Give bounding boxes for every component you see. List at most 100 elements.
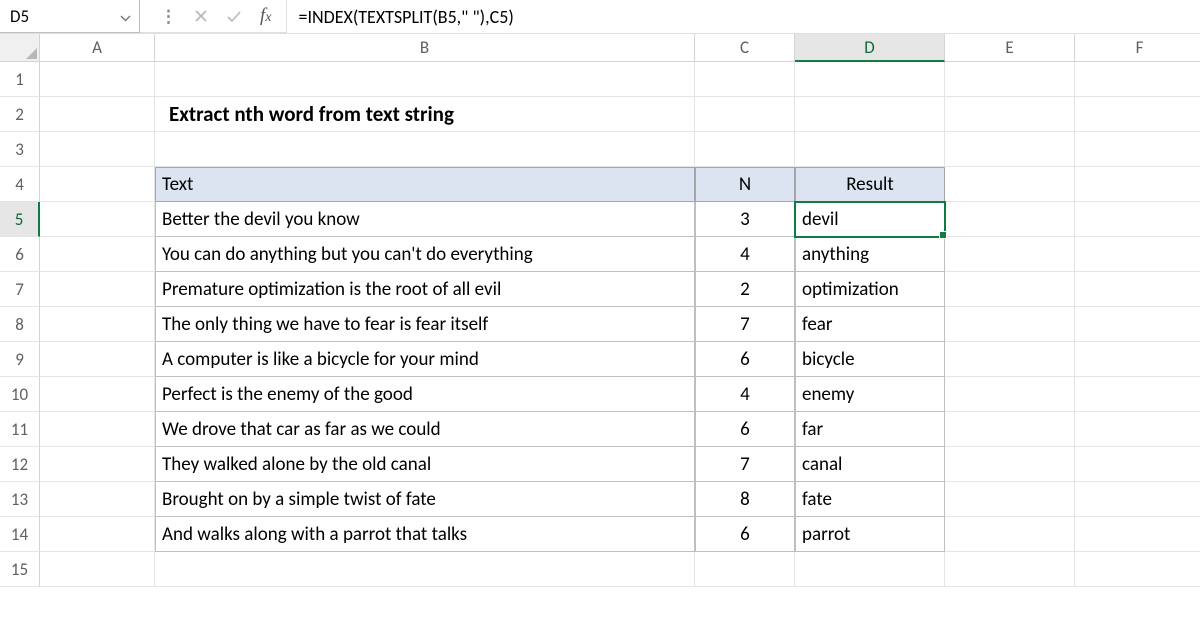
select-all-corner[interactable] [0, 34, 40, 61]
cell[interactable] [1075, 342, 1200, 377]
cell[interactable] [40, 412, 155, 447]
row-header[interactable]: 15 [0, 552, 40, 587]
table-cell-n[interactable]: 4 [695, 237, 795, 272]
cell[interactable] [695, 62, 795, 97]
table-cell-text[interactable]: They walked alone by the old canal [155, 447, 695, 482]
cell[interactable] [945, 202, 1075, 237]
cell[interactable] [1075, 167, 1200, 202]
cell[interactable] [945, 412, 1075, 447]
cell[interactable] [40, 307, 155, 342]
name-box[interactable]: D5 [0, 0, 140, 33]
table-cell-text[interactable]: Premature optimization is the root of al… [155, 272, 695, 307]
cell[interactable] [1075, 482, 1200, 517]
column-header-c[interactable]: C [695, 34, 795, 61]
cell[interactable] [1075, 272, 1200, 307]
table-cell-n[interactable]: 7 [695, 447, 795, 482]
column-header-f[interactable]: F [1075, 34, 1200, 61]
row-header[interactable]: 12 [0, 447, 40, 482]
table-cell-n[interactable]: 3 [695, 202, 795, 237]
cell[interactable] [40, 482, 155, 517]
cell[interactable] [945, 307, 1075, 342]
table-cell-n[interactable]: 6 [695, 517, 795, 552]
cell[interactable] [40, 97, 155, 132]
cell[interactable] [40, 62, 155, 97]
table-cell-text[interactable]: Better the devil you know [155, 202, 695, 237]
table-cell-n[interactable]: 2 [695, 272, 795, 307]
cell[interactable] [40, 132, 155, 167]
cell[interactable] [795, 552, 945, 587]
table-cell-n[interactable]: 7 [695, 307, 795, 342]
row-header[interactable]: 11 [0, 412, 40, 447]
row-header[interactable]: 1 [0, 62, 40, 97]
table-cell-text[interactable]: And walks along with a parrot that talks [155, 517, 695, 552]
cell[interactable] [40, 272, 155, 307]
cell[interactable] [1075, 377, 1200, 412]
cell[interactable] [1075, 517, 1200, 552]
cell[interactable] [1075, 237, 1200, 272]
cell[interactable] [795, 132, 945, 167]
row-header[interactable]: 5 [0, 202, 40, 237]
cell[interactable] [1075, 447, 1200, 482]
table-cell-n[interactable]: 6 [695, 342, 795, 377]
cell[interactable] [40, 167, 155, 202]
active-cell[interactable]: devil [795, 202, 945, 237]
cell[interactable] [40, 552, 155, 587]
row-header[interactable]: 4 [0, 167, 40, 202]
cell[interactable] [40, 342, 155, 377]
table-header-result[interactable]: Result [795, 167, 945, 202]
row-header[interactable]: 6 [0, 237, 40, 272]
row-header[interactable]: 9 [0, 342, 40, 377]
row-header[interactable]: 14 [0, 517, 40, 552]
column-header-d[interactable]: D [795, 34, 945, 62]
row-header[interactable]: 7 [0, 272, 40, 307]
cell[interactable] [155, 132, 695, 167]
table-cell-n[interactable]: 6 [695, 412, 795, 447]
cell[interactable] [945, 377, 1075, 412]
cell[interactable] [945, 482, 1075, 517]
cell[interactable] [40, 237, 155, 272]
cell[interactable] [945, 517, 1075, 552]
table-cell-text[interactable]: The only thing we have to fear is fear i… [155, 307, 695, 342]
cell[interactable] [1075, 97, 1200, 132]
table-cell-result[interactable]: fear [795, 307, 945, 342]
cell[interactable] [695, 97, 795, 132]
cell[interactable] [40, 447, 155, 482]
row-header[interactable]: 3 [0, 132, 40, 167]
column-header-b[interactable]: B [155, 34, 695, 61]
table-cell-text[interactable]: We drove that car as far as we could [155, 412, 695, 447]
row-header[interactable]: 2 [0, 97, 40, 132]
table-cell-result[interactable]: enemy [795, 377, 945, 412]
cell[interactable] [155, 62, 695, 97]
cell[interactable] [1075, 307, 1200, 342]
table-cell-result[interactable]: anything [795, 237, 945, 272]
more-icon[interactable]: ⋮ [160, 6, 176, 27]
cell[interactable] [40, 377, 155, 412]
row-header[interactable]: 8 [0, 307, 40, 342]
table-cell-result[interactable]: parrot [795, 517, 945, 552]
row-header[interactable]: 10 [0, 377, 40, 412]
cell[interactable] [945, 132, 1075, 167]
cell[interactable] [155, 552, 695, 587]
cell[interactable] [1075, 552, 1200, 587]
cell[interactable] [945, 62, 1075, 97]
cell[interactable] [945, 167, 1075, 202]
cell[interactable] [1075, 202, 1200, 237]
cell[interactable]: Extract nth word from text string [155, 97, 695, 132]
cell[interactable] [40, 202, 155, 237]
cell[interactable] [945, 447, 1075, 482]
table-cell-text[interactable]: A computer is like a bicycle for your mi… [155, 342, 695, 377]
table-cell-result[interactable]: bicycle [795, 342, 945, 377]
column-header-e[interactable]: E [945, 34, 1075, 61]
table-cell-n[interactable]: 4 [695, 377, 795, 412]
cell[interactable] [1075, 132, 1200, 167]
table-cell-text[interactable]: You can do anything but you can't do eve… [155, 237, 695, 272]
table-cell-result[interactable]: far [795, 412, 945, 447]
cell[interactable] [945, 552, 1075, 587]
fx-icon[interactable]: fx [260, 5, 272, 27]
enter-icon[interactable] [226, 9, 242, 23]
cell[interactable] [945, 97, 1075, 132]
chevron-down-icon[interactable] [120, 6, 131, 27]
table-cell-result[interactable]: fate [795, 482, 945, 517]
table-header-n[interactable]: N [695, 167, 795, 202]
cell[interactable] [945, 237, 1075, 272]
